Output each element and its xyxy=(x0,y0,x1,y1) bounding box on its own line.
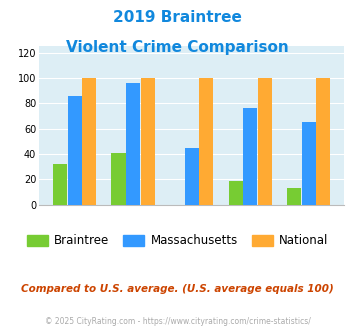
Bar xyxy=(199,78,213,205)
Text: © 2025 CityRating.com - https://www.cityrating.com/crime-statistics/: © 2025 CityRating.com - https://www.city… xyxy=(45,317,310,326)
Bar xyxy=(243,108,257,205)
Bar xyxy=(316,78,331,205)
Legend: Braintree, Massachusetts, National: Braintree, Massachusetts, National xyxy=(22,230,333,252)
Bar xyxy=(126,83,140,205)
Text: Compared to U.S. average. (U.S. average equals 100): Compared to U.S. average. (U.S. average … xyxy=(21,284,334,294)
Bar xyxy=(287,188,301,205)
Bar xyxy=(229,181,242,205)
Bar xyxy=(141,78,155,205)
Bar xyxy=(185,148,199,205)
Bar xyxy=(82,78,96,205)
Bar xyxy=(258,78,272,205)
Text: Violent Crime Comparison: Violent Crime Comparison xyxy=(66,40,289,54)
Text: 2019 Braintree: 2019 Braintree xyxy=(113,10,242,25)
Bar xyxy=(53,164,67,205)
Bar xyxy=(67,96,82,205)
Bar xyxy=(111,153,126,205)
Bar xyxy=(302,122,316,205)
